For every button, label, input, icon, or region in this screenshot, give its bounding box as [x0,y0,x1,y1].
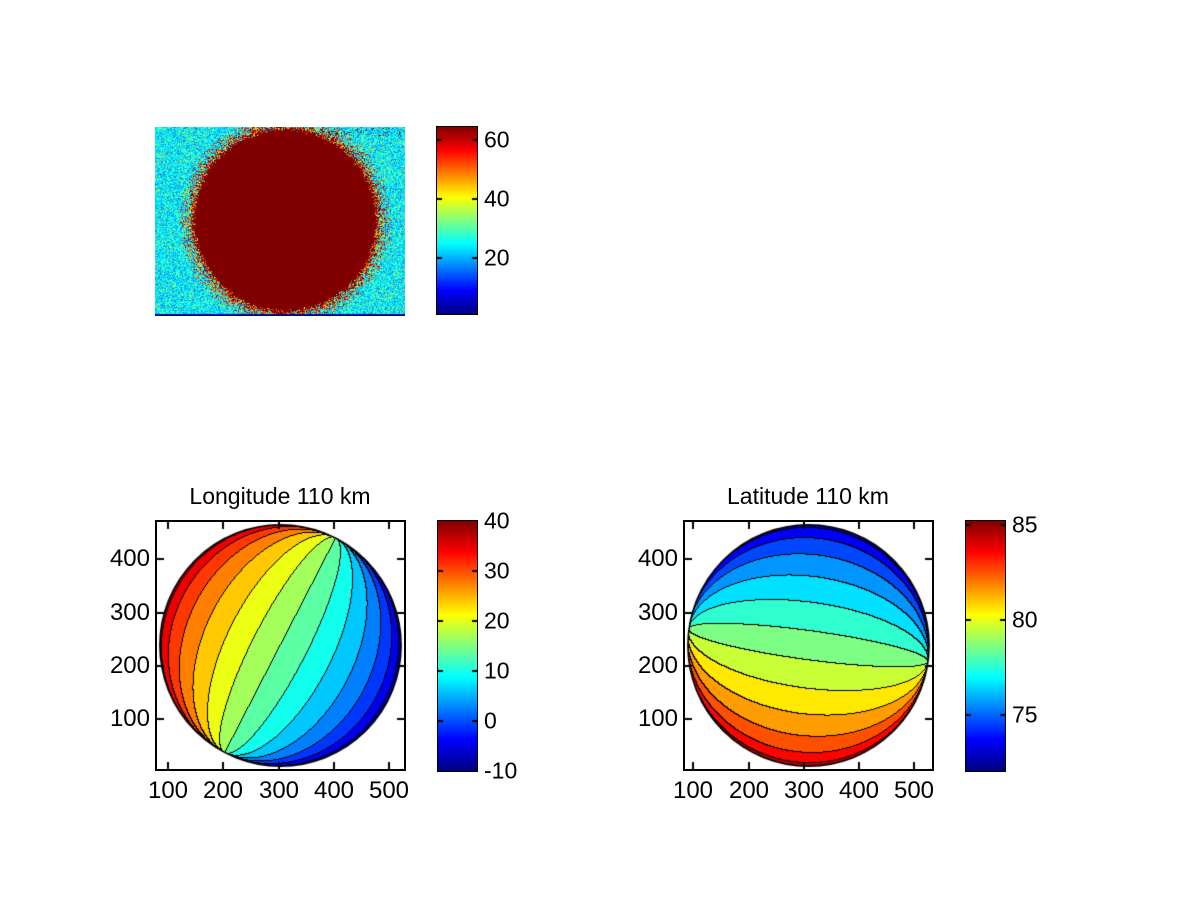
y-tick-label: 100 [598,705,678,733]
x-tick-label: 300 [784,777,824,805]
x-tick-label: 500 [894,777,934,805]
longitude-colorbar [437,520,478,772]
colorbar-tick-label: -10 [484,758,517,785]
y-tick-label: 100 [70,705,150,733]
y-tick-label: 200 [70,652,150,680]
colorbar-tick-label: 60 [484,127,510,154]
x-tick-label: 300 [259,777,299,805]
colorbar-tick-label: 0 [484,708,497,735]
colorbar-tick-label: 10 [484,658,510,685]
longitude-contour-canvas [157,522,404,769]
x-tick-label: 500 [369,777,409,805]
colorbar-tick-label: 30 [484,558,510,585]
raw-colorbar [436,126,478,315]
colorbar-tick-label: 40 [484,186,510,213]
latitude-colorbar [965,520,1006,772]
x-tick-label: 400 [839,777,879,805]
latitude-contour-canvas [685,522,932,769]
longitude-colorbar-gradient [438,521,477,771]
y-tick-label: 300 [70,599,150,627]
y-tick-label: 400 [598,545,678,573]
y-tick-label: 200 [598,652,678,680]
y-tick-label: 400 [70,545,150,573]
raw-colorbar-gradient [437,127,477,314]
y-tick-label: 300 [598,599,678,627]
x-tick-label: 400 [314,777,354,805]
colorbar-tick-label: 40 [484,508,510,535]
x-tick-label: 100 [148,777,188,805]
colorbar-tick-label: 20 [484,245,510,272]
latitude-plot-title: Latitude 110 km [727,483,889,510]
longitude-plot-title: Longitude 110 km [189,483,370,510]
colorbar-tick-label: 20 [484,608,510,635]
x-tick-label: 100 [673,777,713,805]
colorbar-tick-label: 85 [1012,512,1038,539]
colorbar-tick-label: 80 [1012,607,1038,634]
colorbar-tick-label: 75 [1012,702,1038,729]
x-tick-label: 200 [203,777,243,805]
latitude-colorbar-gradient [966,521,1005,771]
matlab-figure: Longitude 110 km Latitude 110 km 100 200 3… [0,0,1200,900]
longitude-axes [155,520,406,771]
raw-disk-image-canvas [155,127,405,316]
x-tick-label: 200 [729,777,769,805]
latitude-axes [683,520,934,771]
